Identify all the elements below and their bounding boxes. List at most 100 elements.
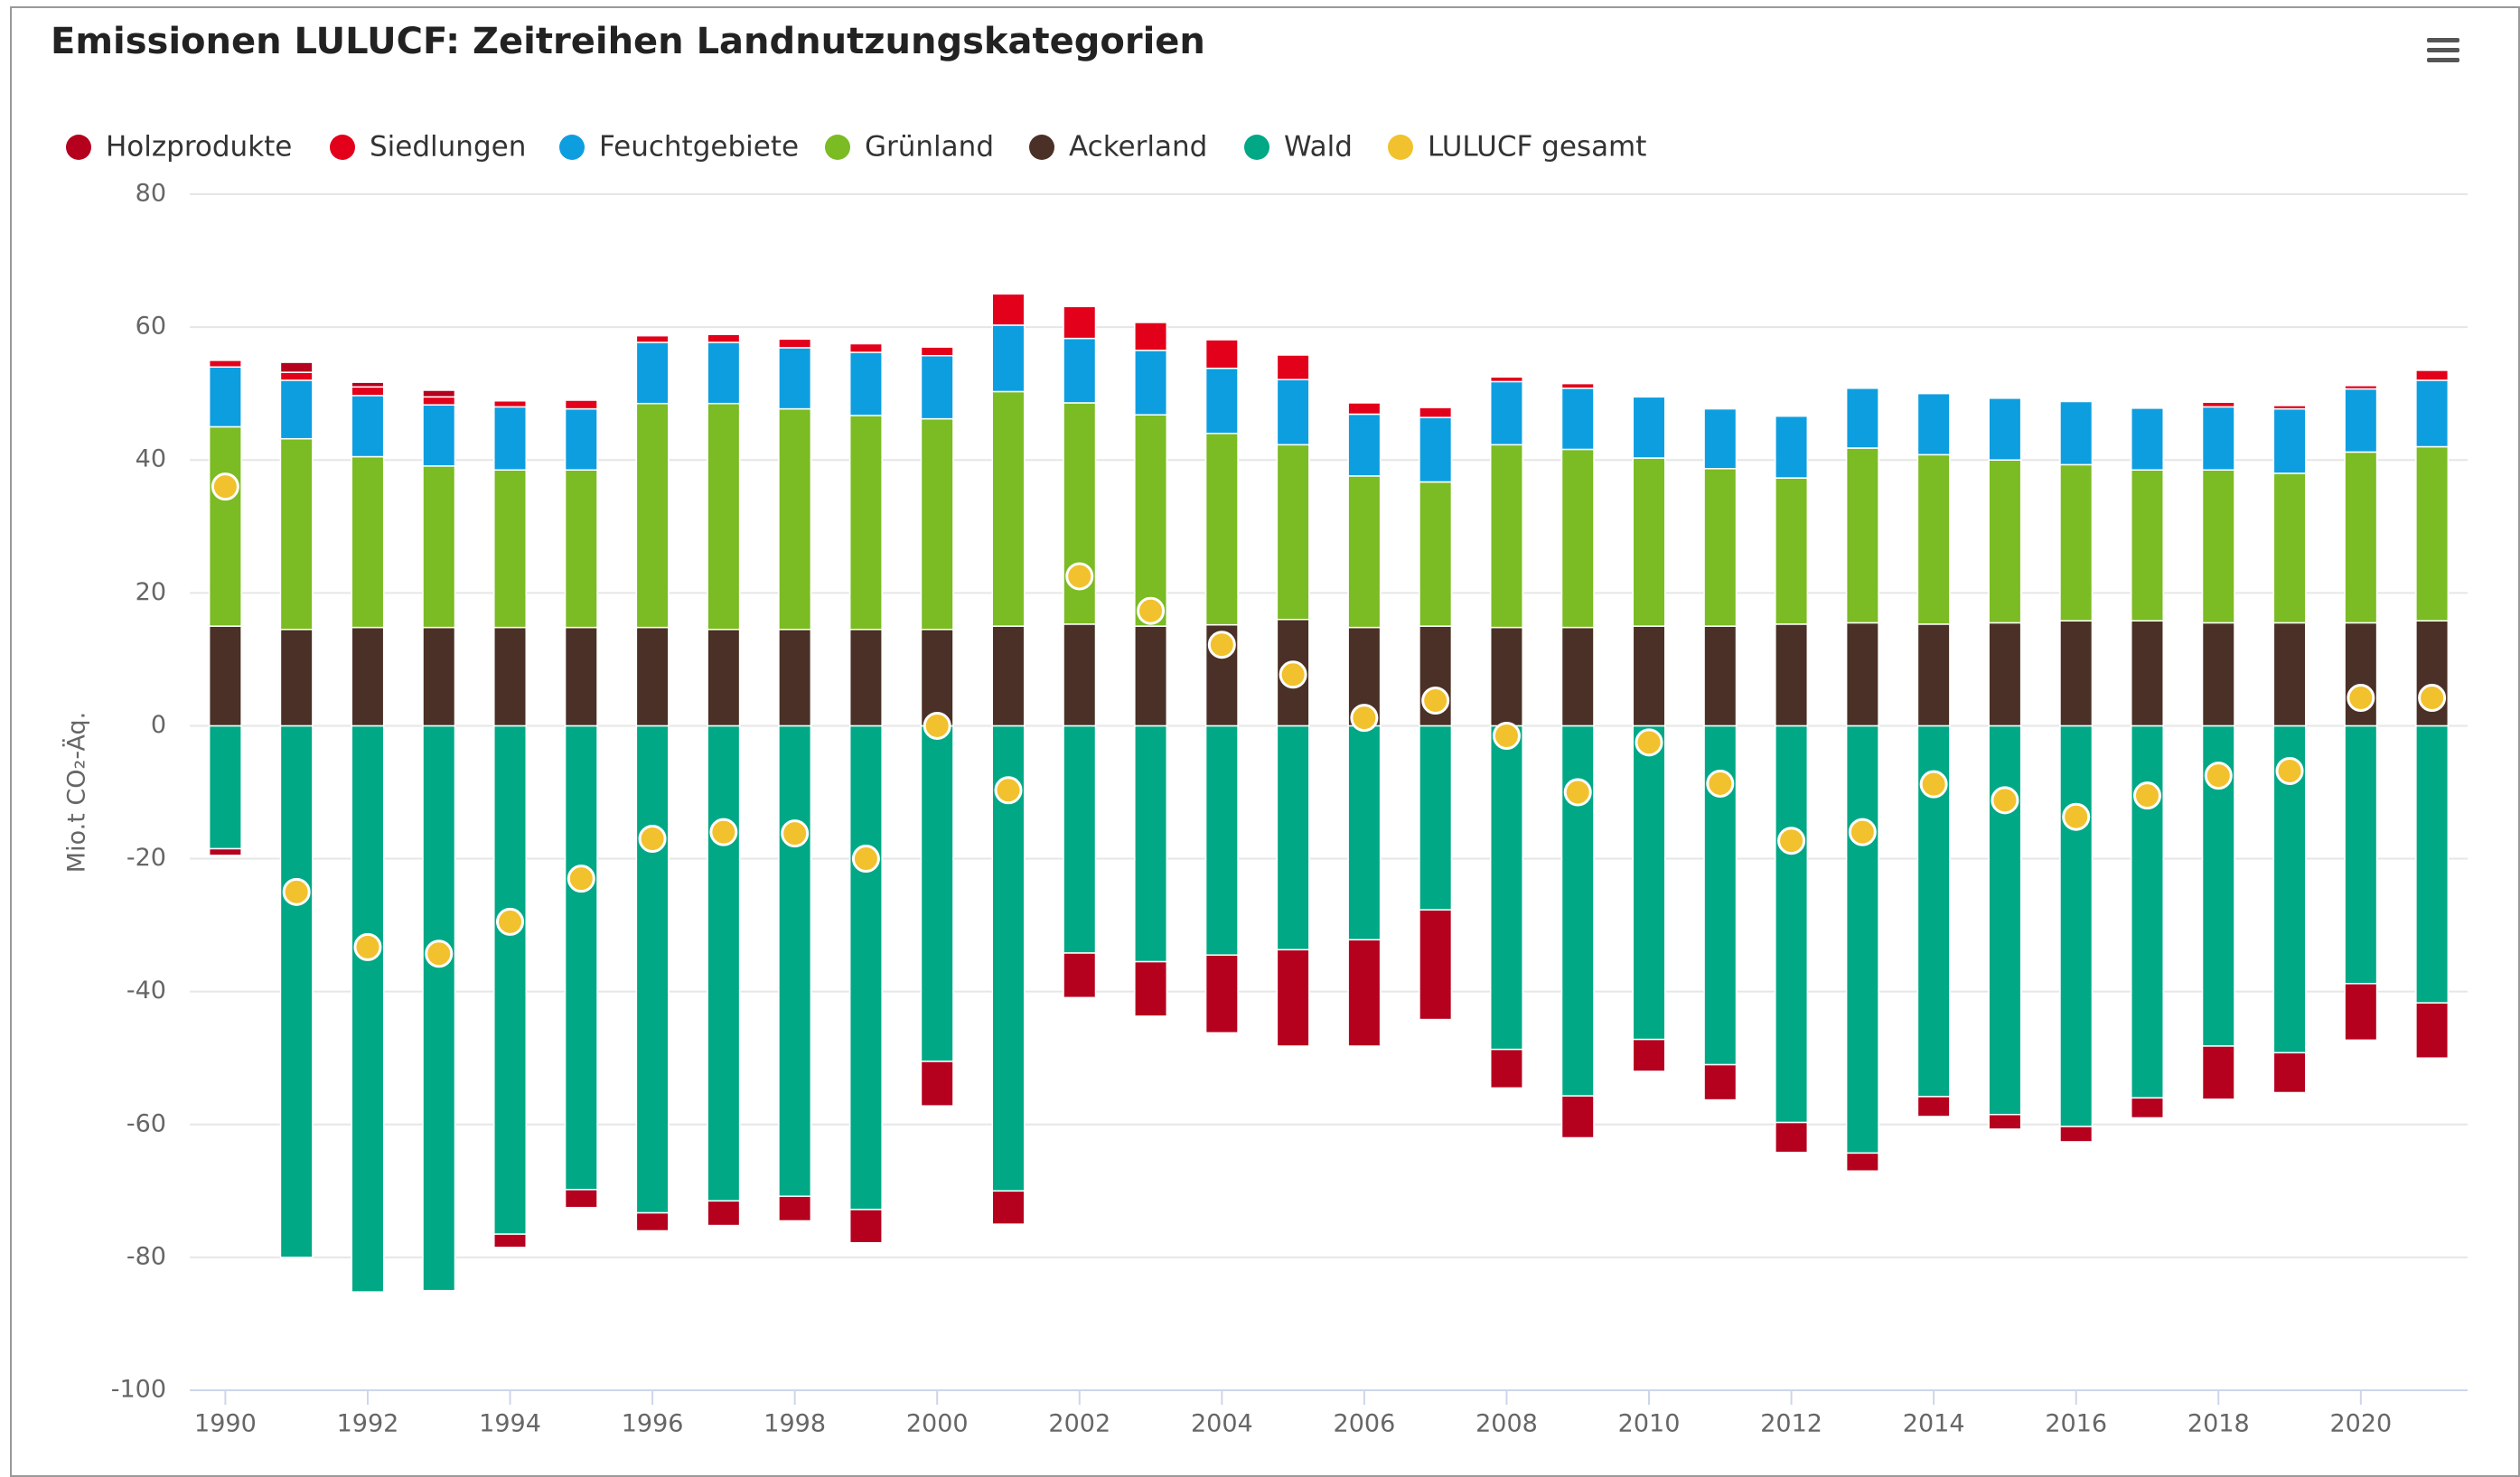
bar-segment <box>707 402 741 631</box>
bar-segment <box>564 399 598 410</box>
bar-segment <box>920 1061 954 1107</box>
bar-segment <box>2059 1126 2094 1143</box>
menu-bar[interactable] <box>2427 48 2459 52</box>
bar-segment <box>1560 388 1595 451</box>
bar-segment <box>2415 1002 2450 1059</box>
bar-segment <box>1204 433 1239 626</box>
legend-marker <box>825 135 850 160</box>
point <box>994 776 1023 805</box>
bar-segment <box>279 371 314 381</box>
bar-segment <box>422 396 456 406</box>
bar-segment <box>2131 469 2164 622</box>
bar-segment <box>1916 453 1951 625</box>
point <box>211 472 239 501</box>
point <box>638 824 667 853</box>
menu-bar[interactable] <box>2427 58 2459 62</box>
bar-segment <box>920 417 954 631</box>
bar-segment <box>1703 407 1738 470</box>
bar-segment <box>2201 401 2235 408</box>
bar-segment <box>208 366 242 428</box>
bar-segment <box>1845 447 1879 624</box>
bar-segment <box>493 400 527 408</box>
bar-segment <box>1775 623 1809 727</box>
bar-segment <box>778 338 812 349</box>
bar-segment <box>1276 379 1310 446</box>
bar-segment <box>1063 623 1097 727</box>
bar-segment <box>1347 475 1382 629</box>
bar-segment <box>1134 322 1168 351</box>
bar-segment <box>635 402 670 629</box>
bar-segment <box>1419 724 1453 911</box>
y-tick-label: -100 <box>111 1376 166 1404</box>
bar-segment <box>2344 724 2378 985</box>
bar-segment <box>1204 724 1239 956</box>
point <box>1279 660 1307 689</box>
bar-segment <box>848 351 883 416</box>
x-tick-label: 2020 <box>2329 1410 2392 1438</box>
bar-segment <box>991 293 1026 326</box>
bar-segment <box>991 324 1026 393</box>
point <box>2418 684 2447 713</box>
x-tick-label: 1990 <box>194 1410 257 1438</box>
bar-segment <box>1632 457 1666 627</box>
point <box>851 845 880 874</box>
point <box>282 877 311 906</box>
bar-segment <box>1063 724 1097 954</box>
bar-segment <box>1845 724 1879 1154</box>
bar-segment <box>279 629 314 727</box>
bar-segment <box>635 334 670 343</box>
bar-segment <box>1134 960 1168 1017</box>
bar-segment <box>351 386 385 397</box>
bar-segment <box>707 629 741 727</box>
x-tick-label: 1996 <box>622 1410 684 1438</box>
bar-segment <box>2131 620 2164 727</box>
bar-segment <box>1489 376 1523 383</box>
bar-segment <box>778 724 812 1197</box>
bar-segment <box>1276 444 1310 621</box>
bar-segment <box>1489 444 1523 629</box>
x-tick-label: 2012 <box>1760 1410 1822 1438</box>
bar-segment <box>1775 415 1809 479</box>
bar-segment <box>1063 337 1097 404</box>
bar-segment <box>1204 339 1239 369</box>
bar-segment <box>1347 402 1382 416</box>
legend-label: Wald <box>1284 131 1353 164</box>
bar-segment <box>2415 379 2450 448</box>
legend-marker <box>559 135 585 160</box>
bar-segment <box>707 333 741 343</box>
bar-segment <box>1775 477 1809 625</box>
y-tick-label: -60 <box>126 1109 166 1137</box>
bar-segment <box>1063 305 1097 340</box>
x-tick-label: 2008 <box>1475 1410 1538 1438</box>
bar-segment <box>1489 380 1523 446</box>
y-tick-label: -20 <box>126 844 166 872</box>
bar-segment <box>707 341 741 405</box>
bar-segment <box>848 1209 883 1244</box>
point <box>1919 770 1948 799</box>
bar-segment <box>920 724 954 1062</box>
x-tick-label: 2000 <box>906 1410 969 1438</box>
bar-segment <box>1845 1152 1879 1173</box>
menu-button[interactable] <box>2427 38 2459 62</box>
bar-segment <box>1560 626 1595 727</box>
point <box>1635 728 1663 757</box>
bar-segment <box>2344 385 2378 390</box>
point <box>2347 684 2375 713</box>
bar-segment <box>635 341 670 405</box>
bar-segment <box>2201 1045 2235 1100</box>
bar-segment <box>778 407 812 631</box>
bar-segment <box>707 724 741 1202</box>
bar-segment <box>1204 367 1239 435</box>
y-tick-label: -80 <box>126 1242 166 1270</box>
menu-bar[interactable] <box>2427 38 2459 42</box>
x-tick-label: 2016 <box>2045 1410 2107 1438</box>
point <box>923 711 951 740</box>
legend-label: LULUCF gesamt <box>1428 131 1646 164</box>
bar-segment <box>1419 407 1453 418</box>
point <box>2132 781 2161 810</box>
bar-segment <box>1632 396 1666 459</box>
bar-segment <box>1134 724 1168 963</box>
bar-segment <box>564 724 598 1191</box>
point <box>567 865 595 893</box>
